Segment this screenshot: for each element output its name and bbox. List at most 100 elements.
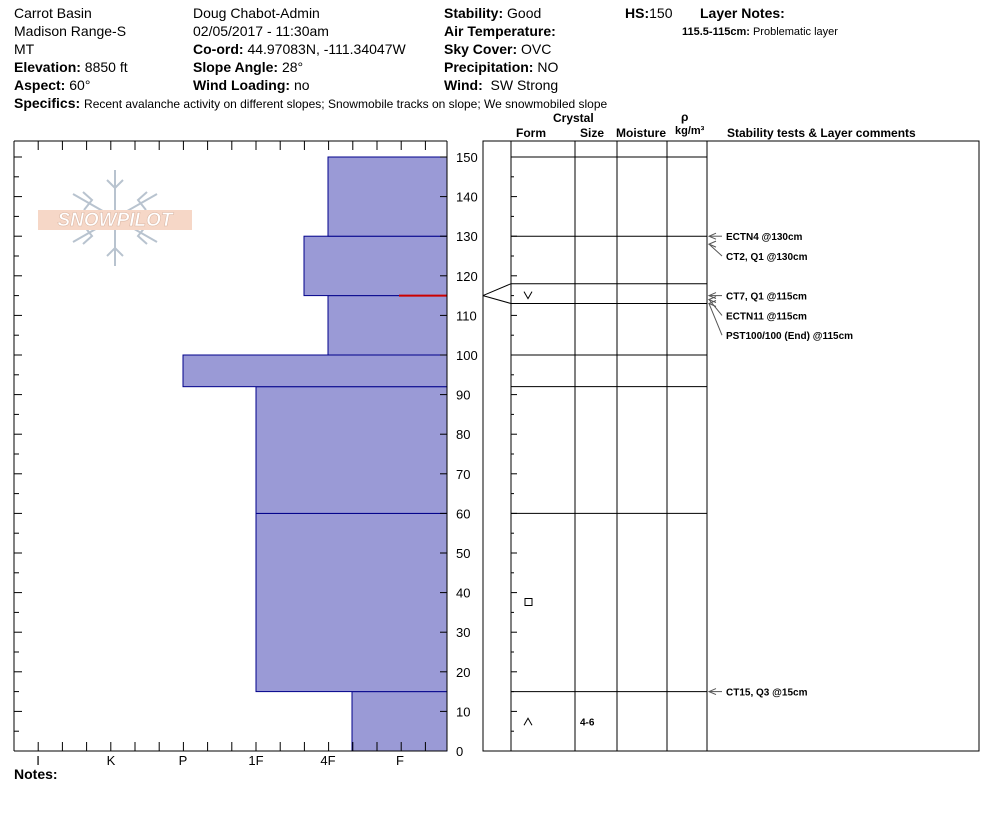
wind-loading: Wind Loading: no [193, 77, 310, 93]
hardness-frame: I K P 1F 4F F 0 10 20 30 40 50 60 70 80 90 100 110 120 130 1… [13, 140, 478, 768]
height-axis-label: 70 [456, 467, 470, 482]
hs-value: 150 [649, 5, 673, 21]
height-axis-label: 90 [456, 388, 470, 403]
arrow-head-icon [707, 300, 717, 307]
specifics: Specifics: Recent avalanche activity on … [14, 95, 607, 112]
mountain-range: Madison Range-S [14, 23, 127, 39]
stability-value: Good [507, 5, 542, 21]
height-axis-label: 50 [456, 546, 470, 561]
height-axis-label: 60 [456, 506, 470, 521]
layer-notes-label: Layer Notes: [700, 5, 785, 21]
aspect-label: Aspect: [14, 77, 66, 93]
elevation-value: 8850 ft [84, 59, 128, 75]
aspect: Aspect: 60° [14, 77, 90, 93]
precip-value: NO [537, 59, 559, 75]
aspect-value: 60° [69, 77, 91, 93]
slope-label: Slope Angle: [193, 59, 279, 75]
hardness-layer-bar [303, 235, 448, 297]
coord-value: 44.97083N, -111.34047W [247, 41, 406, 57]
crystal-faceted-icon [524, 598, 533, 606]
form-header: Form [516, 126, 546, 140]
height-axis-label: 150 [456, 150, 478, 165]
layer-note-range: 115.5-115cm: [682, 26, 750, 38]
logo-text: SNOWPILOT [57, 210, 173, 231]
moisture-header: Moisture [616, 126, 667, 140]
size-header: Size [580, 126, 605, 140]
stability: Stability: Good [444, 5, 541, 21]
weak-layer-connector [482, 295, 512, 305]
location: Carrot Basin [14, 5, 92, 21]
hardness-layer-bar [327, 156, 448, 237]
height-axis-label: 10 [456, 704, 470, 719]
hardness-layer-bar [182, 354, 448, 388]
stability-test-label: CT2, Q1 @130cm [726, 252, 808, 263]
height-axis-label: 0 [456, 744, 463, 759]
logo-banner [38, 210, 192, 230]
height-axis-label: 140 [456, 190, 478, 205]
height-axis-label: 120 [456, 269, 478, 284]
arrow-head-icon [707, 232, 717, 240]
wind-value: SW Strong [490, 77, 559, 93]
crystal-depth-hoar-icon [523, 717, 533, 726]
stability-test-arrow [708, 303, 723, 336]
rho-header: ρ [681, 110, 689, 124]
notes-label: Notes: [14, 766, 58, 782]
crystal-frame-border [482, 140, 980, 752]
elevation-label: Elevation: [14, 59, 81, 75]
hardness-scale-label: F [396, 753, 404, 768]
state: MT [14, 41, 35, 57]
snowpilot-logo: SNOWPILOT [38, 170, 192, 266]
sky-label: Sky Cover: [444, 41, 518, 57]
wind: Wind: SW Strong [444, 77, 558, 93]
sky-cover: Sky Cover: OVC [444, 41, 551, 57]
sky-value: OVC [521, 41, 552, 57]
hardness-scale-label: K [107, 753, 116, 768]
hardness-layer-bar [327, 295, 448, 356]
height-axis-label: 20 [456, 665, 470, 680]
wind-label: Wind: [444, 77, 483, 93]
stability-test-label: ECTN4 @130cm [726, 232, 803, 243]
weak-layer-connector [482, 283, 512, 297]
precipitation: Precipitation: NO [444, 59, 558, 75]
height-axis-label: 80 [456, 427, 470, 442]
specifics-label: Specifics: [14, 95, 81, 111]
stability-test-label: PST100/100 (End) @115cm [726, 331, 853, 342]
density-unit-header: kg/m³ [675, 125, 705, 137]
stability-test-arrow [708, 243, 723, 257]
snow-height: HS:150 [625, 5, 672, 21]
hardness-layer-bar [351, 691, 448, 752]
stability-comments-header: Stability tests & Layer comments [727, 126, 916, 140]
hardness-scale-label: P [179, 753, 188, 768]
datetime: 02/05/2017 - 11:30am [193, 23, 329, 39]
height-axis-label: 100 [456, 348, 478, 363]
height-axis-label: 40 [456, 586, 470, 601]
hardness-scale-label: 1F [248, 753, 263, 768]
crystal-size-label: 4-6 [580, 717, 595, 728]
stability-label: Stability: [444, 5, 504, 21]
arrow-head-icon [707, 240, 717, 248]
observer: Doug Chabot-Admin [193, 5, 320, 21]
slope-angle: Slope Angle: 28° [193, 59, 303, 75]
wind-loading-value: no [293, 77, 310, 93]
slope-value: 28° [281, 59, 304, 75]
hardness-profile [182, 156, 448, 752]
air-temperature-label: Air Temperature: [444, 23, 556, 39]
coord-label: Co-ord: [193, 41, 244, 57]
hardness-scale-label: 4F [320, 753, 335, 768]
coordinates: Co-ord: 44.97083N, -111.34047W [193, 41, 406, 57]
stability-test-label: CT7, Q1 @115cm [726, 292, 807, 303]
stability-test-label: CT15, Q3 @15cm [726, 688, 808, 699]
crystal-header: Crystal [553, 111, 594, 125]
layer-note-text: Problematic layer [752, 26, 838, 38]
crystal-frame: 4-6 ECTN4 @130cm CT2, Q1 @130cm CT7, Q1 @11… [482, 140, 980, 752]
specifics-text: Recent avalanche activity on different s… [84, 97, 608, 111]
precip-label: Precipitation: [444, 59, 534, 75]
stability-test-label: ECTN11 @115cm [726, 311, 807, 322]
hardness-layer-bar [255, 512, 448, 693]
height-axis-label: 110 [456, 308, 477, 323]
height-axis-label: 30 [456, 625, 470, 640]
hardness-layer-bar [255, 386, 448, 514]
hs-label: HS: [625, 5, 650, 21]
crystal-surface-hoar-icon [523, 291, 533, 300]
